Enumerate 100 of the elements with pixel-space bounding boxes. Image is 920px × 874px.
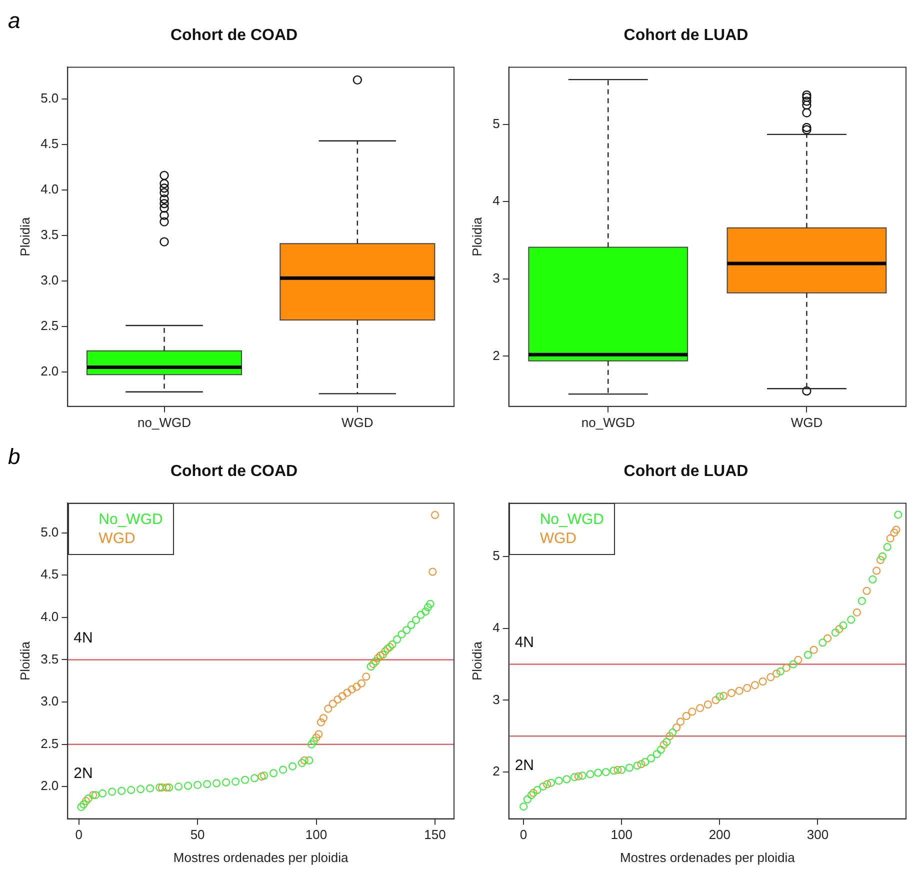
point xyxy=(136,785,145,794)
point xyxy=(428,568,437,576)
x-tick-label: 200 xyxy=(708,827,731,842)
y-tick-label: 3.5 xyxy=(40,651,59,666)
y-tick-label: 3.5 xyxy=(40,227,59,242)
x-tick-label: 300 xyxy=(806,827,829,842)
point xyxy=(174,782,183,791)
y-tick-label: 2.5 xyxy=(40,736,59,751)
point xyxy=(374,654,382,662)
point xyxy=(758,677,767,686)
point xyxy=(422,608,430,616)
point xyxy=(98,789,107,798)
point xyxy=(279,766,288,774)
y-tick-label: 4.5 xyxy=(40,566,59,582)
point xyxy=(260,772,268,780)
point xyxy=(305,756,314,764)
point xyxy=(547,778,555,787)
ref-line-label: 4N xyxy=(514,634,534,651)
point xyxy=(562,775,571,784)
point xyxy=(80,800,88,808)
ref-line-label: 2N xyxy=(74,764,93,782)
point xyxy=(618,766,626,774)
point xyxy=(241,776,250,784)
point xyxy=(376,652,384,660)
y-tick-label: 2.5 xyxy=(40,318,59,333)
point xyxy=(641,758,650,766)
point xyxy=(892,526,900,534)
point xyxy=(402,626,411,634)
point xyxy=(543,780,552,788)
point xyxy=(712,696,720,704)
point xyxy=(824,634,832,642)
point xyxy=(835,625,844,634)
point xyxy=(381,647,390,656)
point xyxy=(782,664,790,672)
point xyxy=(127,786,136,794)
point xyxy=(831,628,840,637)
point xyxy=(839,621,848,630)
point xyxy=(407,621,416,630)
x-axis-title: Mostres ordenades per ploidia xyxy=(620,850,796,865)
text: WGD xyxy=(98,529,136,548)
point xyxy=(533,786,542,794)
point xyxy=(312,734,320,742)
point xyxy=(324,704,332,713)
x-tick-label: 50 xyxy=(190,827,205,842)
x-tick-label: 100 xyxy=(610,827,632,842)
y-tick-label: 3.0 xyxy=(40,694,59,709)
point xyxy=(570,773,579,782)
x-tick-label: 150 xyxy=(424,827,446,842)
point xyxy=(162,783,171,792)
x-axis-title: Mostres ordenades per ploidia xyxy=(173,850,350,865)
point xyxy=(625,764,634,772)
text: No_WGD xyxy=(98,510,163,530)
point xyxy=(750,681,759,690)
point xyxy=(300,756,308,764)
point xyxy=(890,528,898,537)
point xyxy=(660,740,668,749)
y-tick-label: 4 xyxy=(492,620,500,635)
point xyxy=(194,780,202,789)
point xyxy=(372,657,380,666)
point xyxy=(554,776,563,785)
ref-line-label: 2N xyxy=(514,756,534,774)
point xyxy=(883,543,892,552)
y-axis-title: Ploidia xyxy=(469,640,484,681)
point xyxy=(637,760,646,768)
point xyxy=(610,766,618,775)
y-tick-label: 4.0 xyxy=(40,609,59,624)
point xyxy=(366,662,375,670)
point xyxy=(352,682,361,691)
y-tick-label: 4.0 xyxy=(40,182,59,197)
point xyxy=(520,802,528,811)
point xyxy=(804,650,812,659)
point xyxy=(393,635,402,644)
y-tick-label: 2.0 xyxy=(40,778,59,794)
point xyxy=(652,750,661,758)
point xyxy=(527,791,536,800)
text: WGD xyxy=(540,529,578,548)
point xyxy=(894,510,902,519)
point xyxy=(886,534,894,542)
point xyxy=(334,696,342,704)
text: b xyxy=(8,444,20,470)
point xyxy=(847,616,856,624)
point xyxy=(614,766,622,774)
point xyxy=(633,762,642,770)
point xyxy=(82,797,90,806)
point xyxy=(766,673,775,682)
point xyxy=(416,610,425,619)
point xyxy=(388,640,396,648)
point xyxy=(602,768,610,776)
point xyxy=(203,780,212,788)
y-tick-label: 2 xyxy=(492,348,500,363)
y-axis-title: Ploidia xyxy=(17,216,32,256)
ref-line-label: 4N xyxy=(74,629,93,646)
point xyxy=(343,688,352,697)
point xyxy=(666,732,674,740)
point xyxy=(270,769,278,778)
point xyxy=(431,511,440,520)
y-tick-label: 4.5 xyxy=(40,136,59,152)
point xyxy=(720,692,728,700)
point xyxy=(308,740,316,748)
x-tick-label: WGD xyxy=(790,414,823,430)
